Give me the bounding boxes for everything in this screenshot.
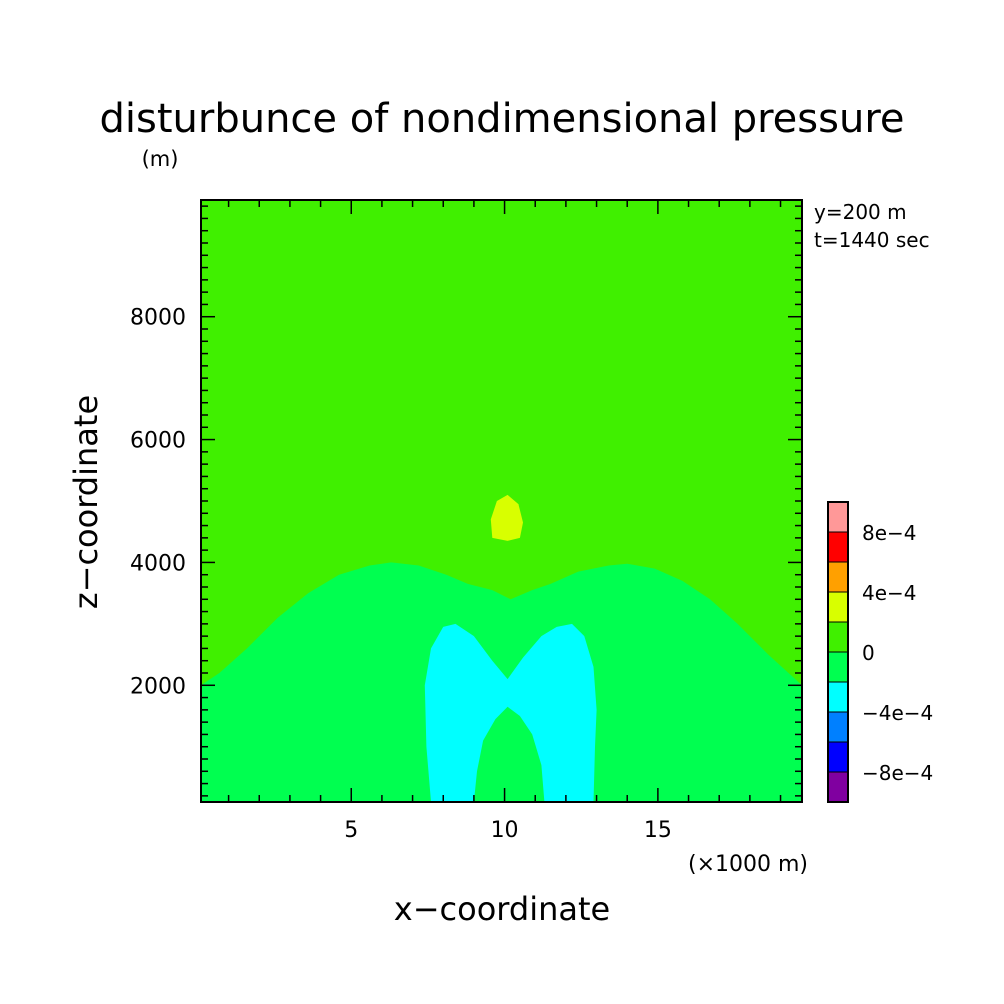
colorbar xyxy=(827,501,849,803)
colorbar-swatch xyxy=(827,771,849,803)
colorbar-swatch xyxy=(827,681,849,713)
colorbar-swatch xyxy=(827,561,849,593)
x-unit-label: (×1000 m) xyxy=(688,852,808,877)
contour-region-3 xyxy=(201,783,209,802)
colorbar-label: 0 xyxy=(862,641,875,665)
colorbar-swatch xyxy=(827,621,849,653)
contour-region-2 xyxy=(424,623,597,802)
y-tick-label: 8000 xyxy=(130,306,186,331)
colorbar-labels: 8e−4 4e−4 0 −4e−4 −8e−4 xyxy=(862,521,933,785)
y-tick-labels: 2000 4000 6000 8000 xyxy=(130,306,186,700)
y-tick-label: 4000 xyxy=(130,551,186,576)
info-t: t=1440 sec xyxy=(814,228,930,252)
y-tick-label: 2000 xyxy=(130,674,186,699)
colorbar-swatch xyxy=(827,501,849,533)
title-unit: (m) xyxy=(142,147,179,171)
x-tick-label: 10 xyxy=(491,818,519,843)
colorbar-swatch xyxy=(827,591,849,623)
y-axis-label: z−coordinate xyxy=(67,395,105,609)
x-tick-label: 5 xyxy=(344,818,358,843)
colorbar-label: 4e−4 xyxy=(862,581,917,605)
contour-fills xyxy=(201,200,802,802)
colorbar-label: −4e−4 xyxy=(862,701,933,725)
colorbar-swatch xyxy=(827,651,849,683)
y-tick-label: 6000 xyxy=(130,429,186,454)
x-tick-label: 15 xyxy=(644,818,672,843)
plot-area xyxy=(200,199,803,803)
x-tick-labels: 5 10 15 xyxy=(344,818,672,843)
colorbar-swatch xyxy=(827,741,849,773)
axis-ticks xyxy=(201,200,802,802)
info-y: y=200 m xyxy=(814,200,907,224)
chart-title: disturbunce of nondimensional pressure xyxy=(100,96,905,142)
colorbar-label: −8e−4 xyxy=(862,761,933,785)
x-axis-label: x−coordinate xyxy=(394,890,610,928)
colorbar-label: 8e−4 xyxy=(862,521,917,545)
colorbar-swatch xyxy=(827,531,849,563)
contour-region-4 xyxy=(490,494,523,541)
colorbar-frame xyxy=(827,501,849,803)
colorbar-swatch xyxy=(827,711,849,743)
